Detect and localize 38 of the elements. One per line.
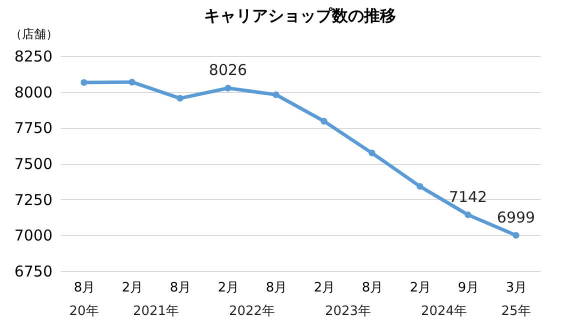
y-axis-title: （店舗） <box>10 27 58 41</box>
chart-title: キャリアショップ数の推移 <box>204 6 396 25</box>
text: 20年 <box>69 304 99 319</box>
y-tick-label: 8250 <box>14 48 52 66</box>
point <box>80 79 88 86</box>
x-tick-label: 8月 <box>266 280 288 296</box>
point <box>416 183 424 190</box>
x-tick-label: 3月 <box>506 280 528 296</box>
point <box>320 118 328 125</box>
data-label: 6999 <box>496 208 536 226</box>
y-tick-label: 7750 <box>14 119 52 138</box>
x-tick-label: 2月 <box>122 280 144 296</box>
text: 25年 <box>501 304 531 319</box>
text: 2024年 <box>420 304 468 319</box>
x-tick-label: 2月 <box>314 280 336 296</box>
point <box>464 211 472 218</box>
point <box>512 232 520 239</box>
data-label: 8026 <box>208 61 248 80</box>
y-tick-label: 7500 <box>14 155 52 173</box>
data-label: 7142 <box>448 188 488 206</box>
point <box>272 91 280 98</box>
x-tick-label: 8月 <box>170 280 192 296</box>
y-tick-label: 7250 <box>14 190 52 209</box>
text: 2021年 <box>132 304 180 319</box>
x-tick-label: 2月 <box>410 280 432 296</box>
point <box>224 84 232 92</box>
y-tick-label: 6750 <box>14 262 52 280</box>
point <box>176 94 184 102</box>
point <box>128 78 136 86</box>
x-tick-label: 8月 <box>362 280 384 296</box>
point <box>368 150 376 156</box>
x-tick-label: 8月 <box>74 280 96 296</box>
text: 2023年 <box>324 304 372 319</box>
y-tick-label: 8000 <box>14 83 52 102</box>
y-tick-label: 7000 <box>14 226 52 245</box>
text: 2022年 <box>228 304 276 319</box>
x-tick-label: 9月 <box>458 280 480 296</box>
x-tick-label: 2月 <box>218 280 240 296</box>
